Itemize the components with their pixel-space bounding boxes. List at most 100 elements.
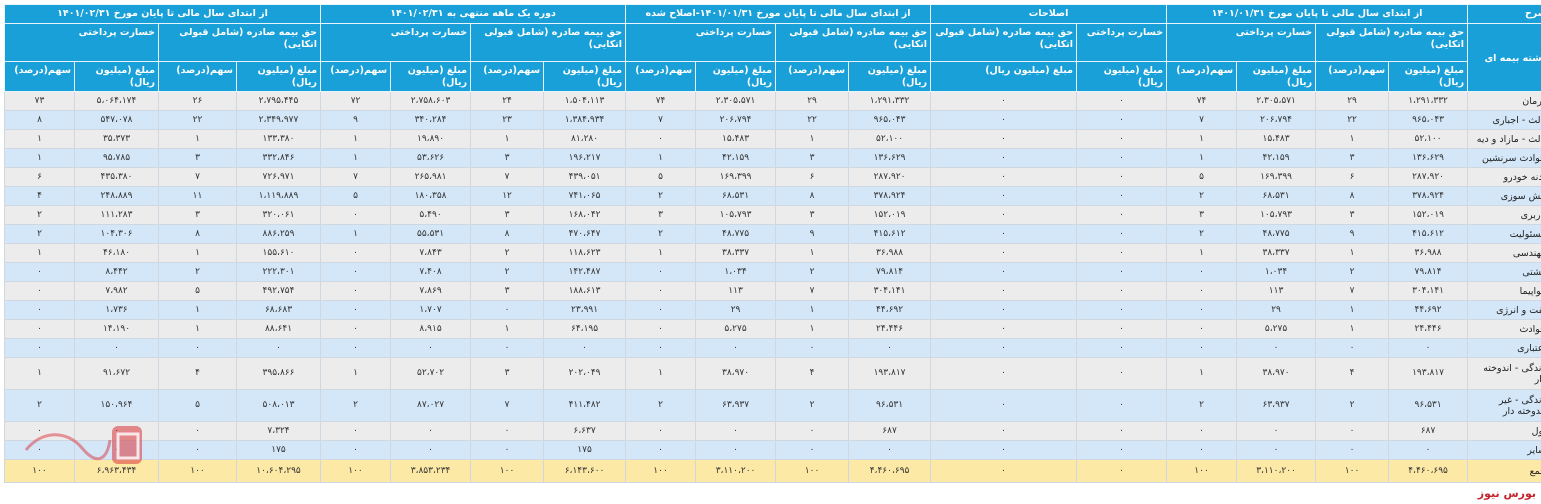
cell-value: ۰ [930,357,1078,390]
cell-value: ۰ [1076,262,1168,282]
row-label: آتش سوزی [1467,186,1541,206]
cell-value: ۰ [625,262,697,282]
cell-value: ۳۰۴،۱۴۱ [848,281,932,301]
insurance-premium-table: شرح از ابتدای سال مالی تا پایان مورخ ۱۴۰… [4,4,1541,483]
cell-value: ۰ [1076,440,1168,460]
cell-value: ۳،۱۱۰،۲۰۰ [1236,459,1317,483]
cell-value: ۱۴۲،۴۸۷ [543,262,627,282]
cell-value: ۳۲۰،۰۶۱ [236,205,321,225]
cell-value: ۴،۴۶۰،۶۹۵ [848,459,932,483]
header-amount: مبلغ (میلیون ریال) [543,61,627,92]
cell-value: ۱،۲۹۱،۳۳۲ [848,91,932,111]
cell-value: ۰ [930,243,1078,263]
header-claims: خسارت پرداختی [1166,23,1317,62]
cell-value: ۲ [1315,389,1390,422]
cell-value: ۱ [4,129,75,149]
cell-value: ۰ [4,262,75,282]
cell-value: ۱ [625,357,697,390]
table-row: حوادث سرنشین ۱۳۶،۶۲۹ ۳ ۴۲،۱۵۹ ۱ ۰ ۰ ۱۳۶،۶۲۹ ۳ ۴۲،… [4,148,1541,168]
cell-value: ۱،۰۳۴ [695,262,777,282]
cell-value: ۸ [4,110,75,130]
cell-value: ۸ [775,186,850,206]
header-group-4: دوره یک ماهه منتهی به ۱۴۰۱/۰۲/۳۱ [319,4,627,24]
header-premium: حق بیمه صادره (شامل قبولی اتکایی) [470,23,627,62]
cell-value: ۰ [158,440,237,460]
cell-value: ۶،۱۴۳،۶۰۰ [543,459,627,483]
cell-value: ۰ [1076,421,1168,441]
cell-value: ۱ [1166,357,1238,390]
cell-value: ۰ [1076,281,1168,301]
cell-value: ۰ [470,421,545,441]
cell-value: ۸ [158,224,237,244]
cell-value: ۴۸،۷۷۵ [695,224,777,244]
cell-value: ۱۸۰،۳۵۸ [390,186,472,206]
cell-value: ۹۶۵،۰۴۳ [1388,110,1469,130]
header-sharh: شرح [1467,4,1541,24]
cell-value: ۱۰۰ [1315,459,1390,483]
header-amount: مبلغ (میلیون ریال) [236,61,321,92]
header-claims: خسارت پرداختی [4,23,159,62]
cell-value: ۲۰۶،۷۹۴ [695,110,777,130]
cell-value: ۷ [470,167,545,187]
cell-value: ۸۸۶،۲۵۹ [236,224,321,244]
cell-value: ۵ [1166,167,1238,187]
cell-value: ۰ [1315,440,1390,460]
cell-value: ۱،۲۹۱،۳۳۲ [1388,91,1469,111]
cell-value: ۲ [470,262,545,282]
header-share: سهم(درصد) [1315,61,1390,92]
cell-value: ۵۵،۵۳۱ [390,224,472,244]
cell-value: ۱۵۲،۰۱۹ [1388,205,1469,225]
cell-value: ۱۰۴،۳۰۶ [74,224,159,244]
cell-value: ۳۸،۹۷۰ [695,357,777,390]
cell-value: ۰ [543,338,627,358]
cell-value: ۳ [1315,148,1390,168]
cell-value: ۲ [625,389,697,422]
cell-value: ۴۹۲،۷۵۴ [236,281,321,301]
cell-value: ۷ [319,167,392,187]
cell-value: ۰ [4,338,75,358]
cell-value: ۰ [1076,186,1168,206]
cell-value: ۹۶،۵۳۱ [848,389,932,422]
cell-value: ۳ [470,205,545,225]
cell-value: ۰ [930,440,1078,460]
cell-value: ۷،۹۸۲ [74,281,159,301]
cell-value: ۰ [1166,338,1238,358]
cell-value: ۱۰۰ [319,459,392,483]
cell-value: ۰ [625,421,697,441]
cell-value: ۱ [1166,129,1238,149]
cell-value: ۲۴ [470,91,545,111]
cell-value: ۵۴۷،۰۷۸ [74,110,159,130]
cell-value: ۵ [158,281,237,301]
header-adj-amount: مبلغ (میلیون ریال) [930,61,1078,92]
cell-value: ۱ [775,300,850,320]
cell-value: ۰ [695,338,777,358]
cell-value: ۰ [625,281,697,301]
cell-value: ۰ [930,224,1078,244]
cell-value: ۰ [319,262,392,282]
table-row: درمان۱،۲۹۱،۳۳۲۲۹۲،۳۰۵،۵۷۱۷۴۰۰۱،۲۹۱،۳۳۲۲۹… [4,91,1541,111]
cell-value: ۷۹،۸۱۴ [848,262,932,282]
cell-value: ۰ [1076,389,1168,422]
header-amount: مبلغ (میلیون ریال) [848,61,932,92]
cell-value: ۰ [319,300,392,320]
cell-value: ۳،۱۱۰،۲۰۰ [695,459,777,483]
cell-value: ۴۷۰،۶۴۷ [543,224,627,244]
cell-value: ۶ [4,167,75,187]
cell-value: ۰ [1236,440,1317,460]
cell-value: ۱ [1315,319,1390,339]
cell-value: ۱۸۸،۶۱۳ [543,281,627,301]
table-row: ثالث - اجباری ۹۶۵،۰۴۳ ۲۲ ۲۰۶،۷۹۴ ۷ ۰ ۰ ۹۶۵،۰۴۳ ۲… [4,110,1541,130]
cell-value: ۱۵،۴۸۳ [695,129,777,149]
cell-value: ۰ [1076,459,1168,483]
cell-value: ۱۹۶،۲۱۷ [543,148,627,168]
cell-value: ۱،۱۱۹،۸۸۹ [236,186,321,206]
row-label: نفت و انرژی [1467,300,1541,320]
cell-value: ۷۲۶،۹۷۱ [236,167,321,187]
cell-value: ۰ [1166,421,1238,441]
table-row: کشتی۷۹،۸۱۴۲۱،۰۳۴۰۰۰۷۹،۸۱۴۲۱،۰۳۴۰۱۴۲،۴۸۷۲… [4,262,1541,282]
cell-value: ۱ [158,300,237,320]
cell-value: ۰ [625,300,697,320]
cell-value: ۵،۰۶۴،۱۷۴ [74,91,159,111]
cell-value: ۵۳،۶۲۶ [390,148,472,168]
header-amount: مبلغ (میلیون ریال) [1388,61,1469,92]
